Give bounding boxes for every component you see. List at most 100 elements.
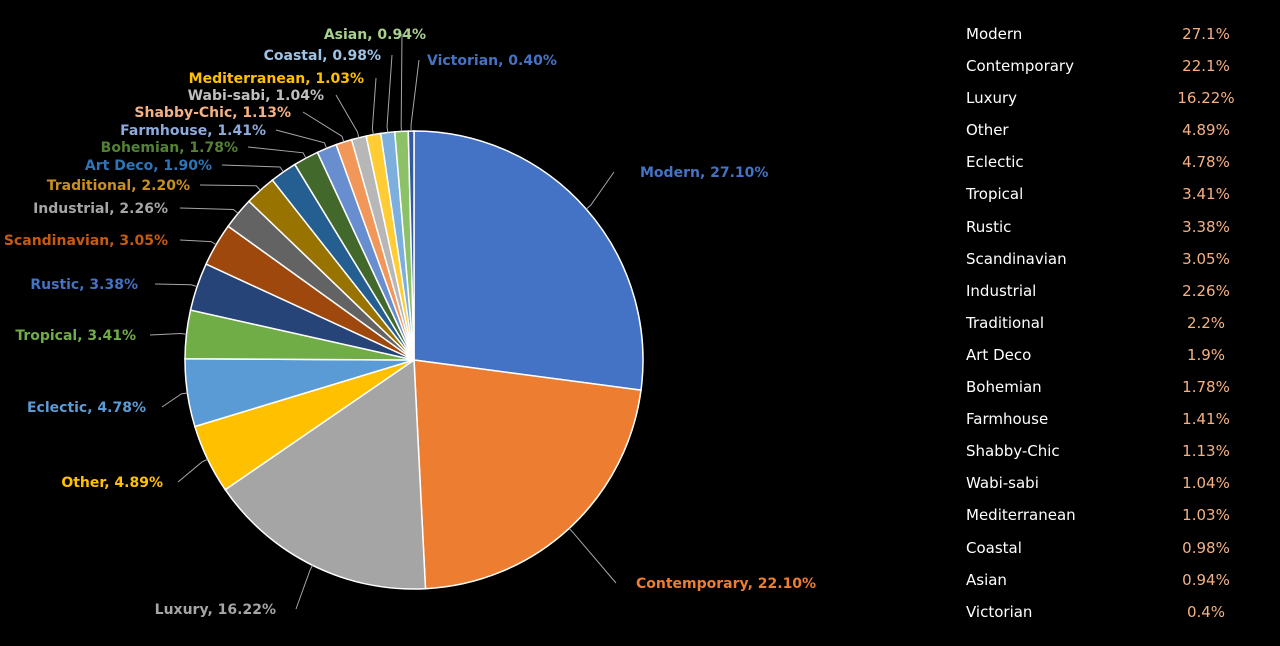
slice-label: Eclectic, 4.78% <box>27 400 146 416</box>
table-row: Scandinavian 3.05% <box>966 245 1266 277</box>
table-row: Shabby-Chic 1.13% <box>966 437 1266 469</box>
style-name: Victorian <box>966 602 1033 621</box>
style-percentage: 0.94% <box>1182 570 1230 589</box>
leader-line <box>302 111 345 143</box>
style-name: Coastal <box>966 538 1022 557</box>
slice-label: Bohemian, 1.78% <box>101 140 238 156</box>
table-row: Other 4.89% <box>966 116 1266 148</box>
style-name: Art Deco <box>966 345 1032 364</box>
slice-label: Contemporary, 22.10% <box>636 576 816 592</box>
table-row: Wabi-sabi 1.04% <box>966 469 1266 501</box>
style-percentage: 4.78% <box>1182 153 1230 172</box>
style-percentage: 3.41% <box>1182 185 1230 204</box>
style-percentage: 1.13% <box>1182 442 1230 461</box>
slice-label: Rustic, 3.38% <box>30 277 138 293</box>
leader-line <box>400 33 403 132</box>
slice-label: Wabi-sabi, 1.04% <box>188 88 324 104</box>
style-percentage: 1.41% <box>1182 410 1230 429</box>
style-name: Rustic <box>966 217 1012 236</box>
leader-line <box>275 129 328 149</box>
leader-line <box>247 146 307 159</box>
style-name: Other <box>966 121 1009 140</box>
leader-line <box>371 77 377 135</box>
table-row: Modern 27.1% <box>966 20 1266 52</box>
style-percentage: 1.03% <box>1182 506 1230 525</box>
style-percentage: 1.9% <box>1186 345 1226 364</box>
table-row: Luxury 16.22% <box>966 84 1266 116</box>
style-name: Tropical <box>966 185 1024 204</box>
style-percentage: 16.22% <box>1177 89 1235 108</box>
table-row: Coastal 0.98% <box>966 534 1266 566</box>
slice-label: Mediterranean, 1.03% <box>189 71 364 87</box>
style-name: Luxury <box>966 89 1018 108</box>
style-name: Asian <box>966 570 1007 589</box>
leader-line <box>410 59 420 132</box>
table-row: Eclectic 4.78% <box>966 148 1266 180</box>
leader-line <box>199 184 261 191</box>
style-percentage: 2.2% <box>1186 313 1226 332</box>
pie-slice <box>224 358 427 590</box>
slice-label: Shabby-Chic, 1.13% <box>134 105 291 121</box>
slice-label: Other, 4.89% <box>61 475 163 491</box>
slice-label: Farmhouse, 1.41% <box>120 123 266 139</box>
slice-label: Coastal, 0.98% <box>264 48 381 64</box>
style-name: Industrial <box>966 281 1037 300</box>
table-row: Art Deco 1.9% <box>966 341 1266 373</box>
style-name: Shabby-Chic <box>966 442 1060 461</box>
slice-label: Scandinavian, 3.05% <box>4 233 168 249</box>
style-percentage: 22.1% <box>1182 57 1230 76</box>
slice-label: Art Deco, 1.90% <box>85 158 212 174</box>
leader-line <box>568 528 617 584</box>
style-name: Wabi-sabi <box>966 474 1039 493</box>
style-percentage: 0.98% <box>1182 538 1230 557</box>
slice-label: Modern, 27.10% <box>640 165 768 181</box>
leader-line <box>335 94 360 138</box>
table-row: Mediterranean 1.03% <box>966 501 1266 533</box>
table-row: Rustic 3.38% <box>966 213 1266 245</box>
table-row: Tropical 3.41% <box>966 180 1266 212</box>
leader-line <box>221 164 284 173</box>
table-row: Farmhouse 1.41% <box>966 405 1266 437</box>
pie-slice <box>413 130 644 391</box>
slice-label: Tropical, 3.41% <box>15 328 136 344</box>
style-percentage: 4.89% <box>1182 121 1230 140</box>
slice-label: Traditional, 2.20% <box>47 178 190 194</box>
style-percentage: 1.78% <box>1182 378 1230 397</box>
style-name: Traditional <box>966 313 1045 332</box>
slice-label: Victorian, 0.40% <box>427 53 557 69</box>
leader-line <box>179 207 239 214</box>
style-percentage: 1.04% <box>1182 474 1230 493</box>
pie-slice <box>413 359 642 590</box>
leader-line <box>161 392 188 408</box>
table-row: Industrial 2.26% <box>966 277 1266 309</box>
style-percentage-table: Modern 27.1% Contemporary 22.1% Luxury 16.22%… <box>966 20 1266 630</box>
table-row: Bohemian 1.78% <box>966 373 1266 405</box>
leader-line <box>154 283 198 288</box>
style-name: Contemporary <box>966 57 1074 76</box>
style-name: Farmhouse <box>966 410 1049 429</box>
leader-line <box>386 54 393 133</box>
table-row: Asian 0.94% <box>966 566 1266 598</box>
leader-line <box>177 458 208 483</box>
table-row: Victorian 0.4% <box>966 598 1266 630</box>
leader-line <box>295 565 313 610</box>
style-name: Modern <box>966 25 1023 43</box>
style-name: Bohemian <box>966 378 1042 397</box>
style-name: Scandinavian <box>966 249 1067 268</box>
pie-chart: Modern, 27.10% Contemporary, 22.10% Luxury… <box>4 27 816 618</box>
table-row: Traditional 2.2% <box>966 309 1266 341</box>
style-percentage: 3.38% <box>1182 217 1230 236</box>
slice-label: Luxury, 16.22% <box>155 602 276 618</box>
style-percentage: 3.05% <box>1182 249 1230 268</box>
leader-line <box>179 239 217 246</box>
leader-line <box>149 333 187 336</box>
leader-line <box>585 171 615 210</box>
slice-label: Asian, 0.94% <box>324 27 426 43</box>
slice-label: Industrial, 2.26% <box>33 201 168 217</box>
style-name: Eclectic <box>966 153 1024 172</box>
style-name: Mediterranean <box>966 506 1076 525</box>
style-percentage: 0.4% <box>1186 602 1226 621</box>
style-percentage: 2.26% <box>1182 281 1230 300</box>
style-percentage: 27.1% <box>1182 25 1230 43</box>
table-row: Contemporary 22.1% <box>966 52 1266 84</box>
